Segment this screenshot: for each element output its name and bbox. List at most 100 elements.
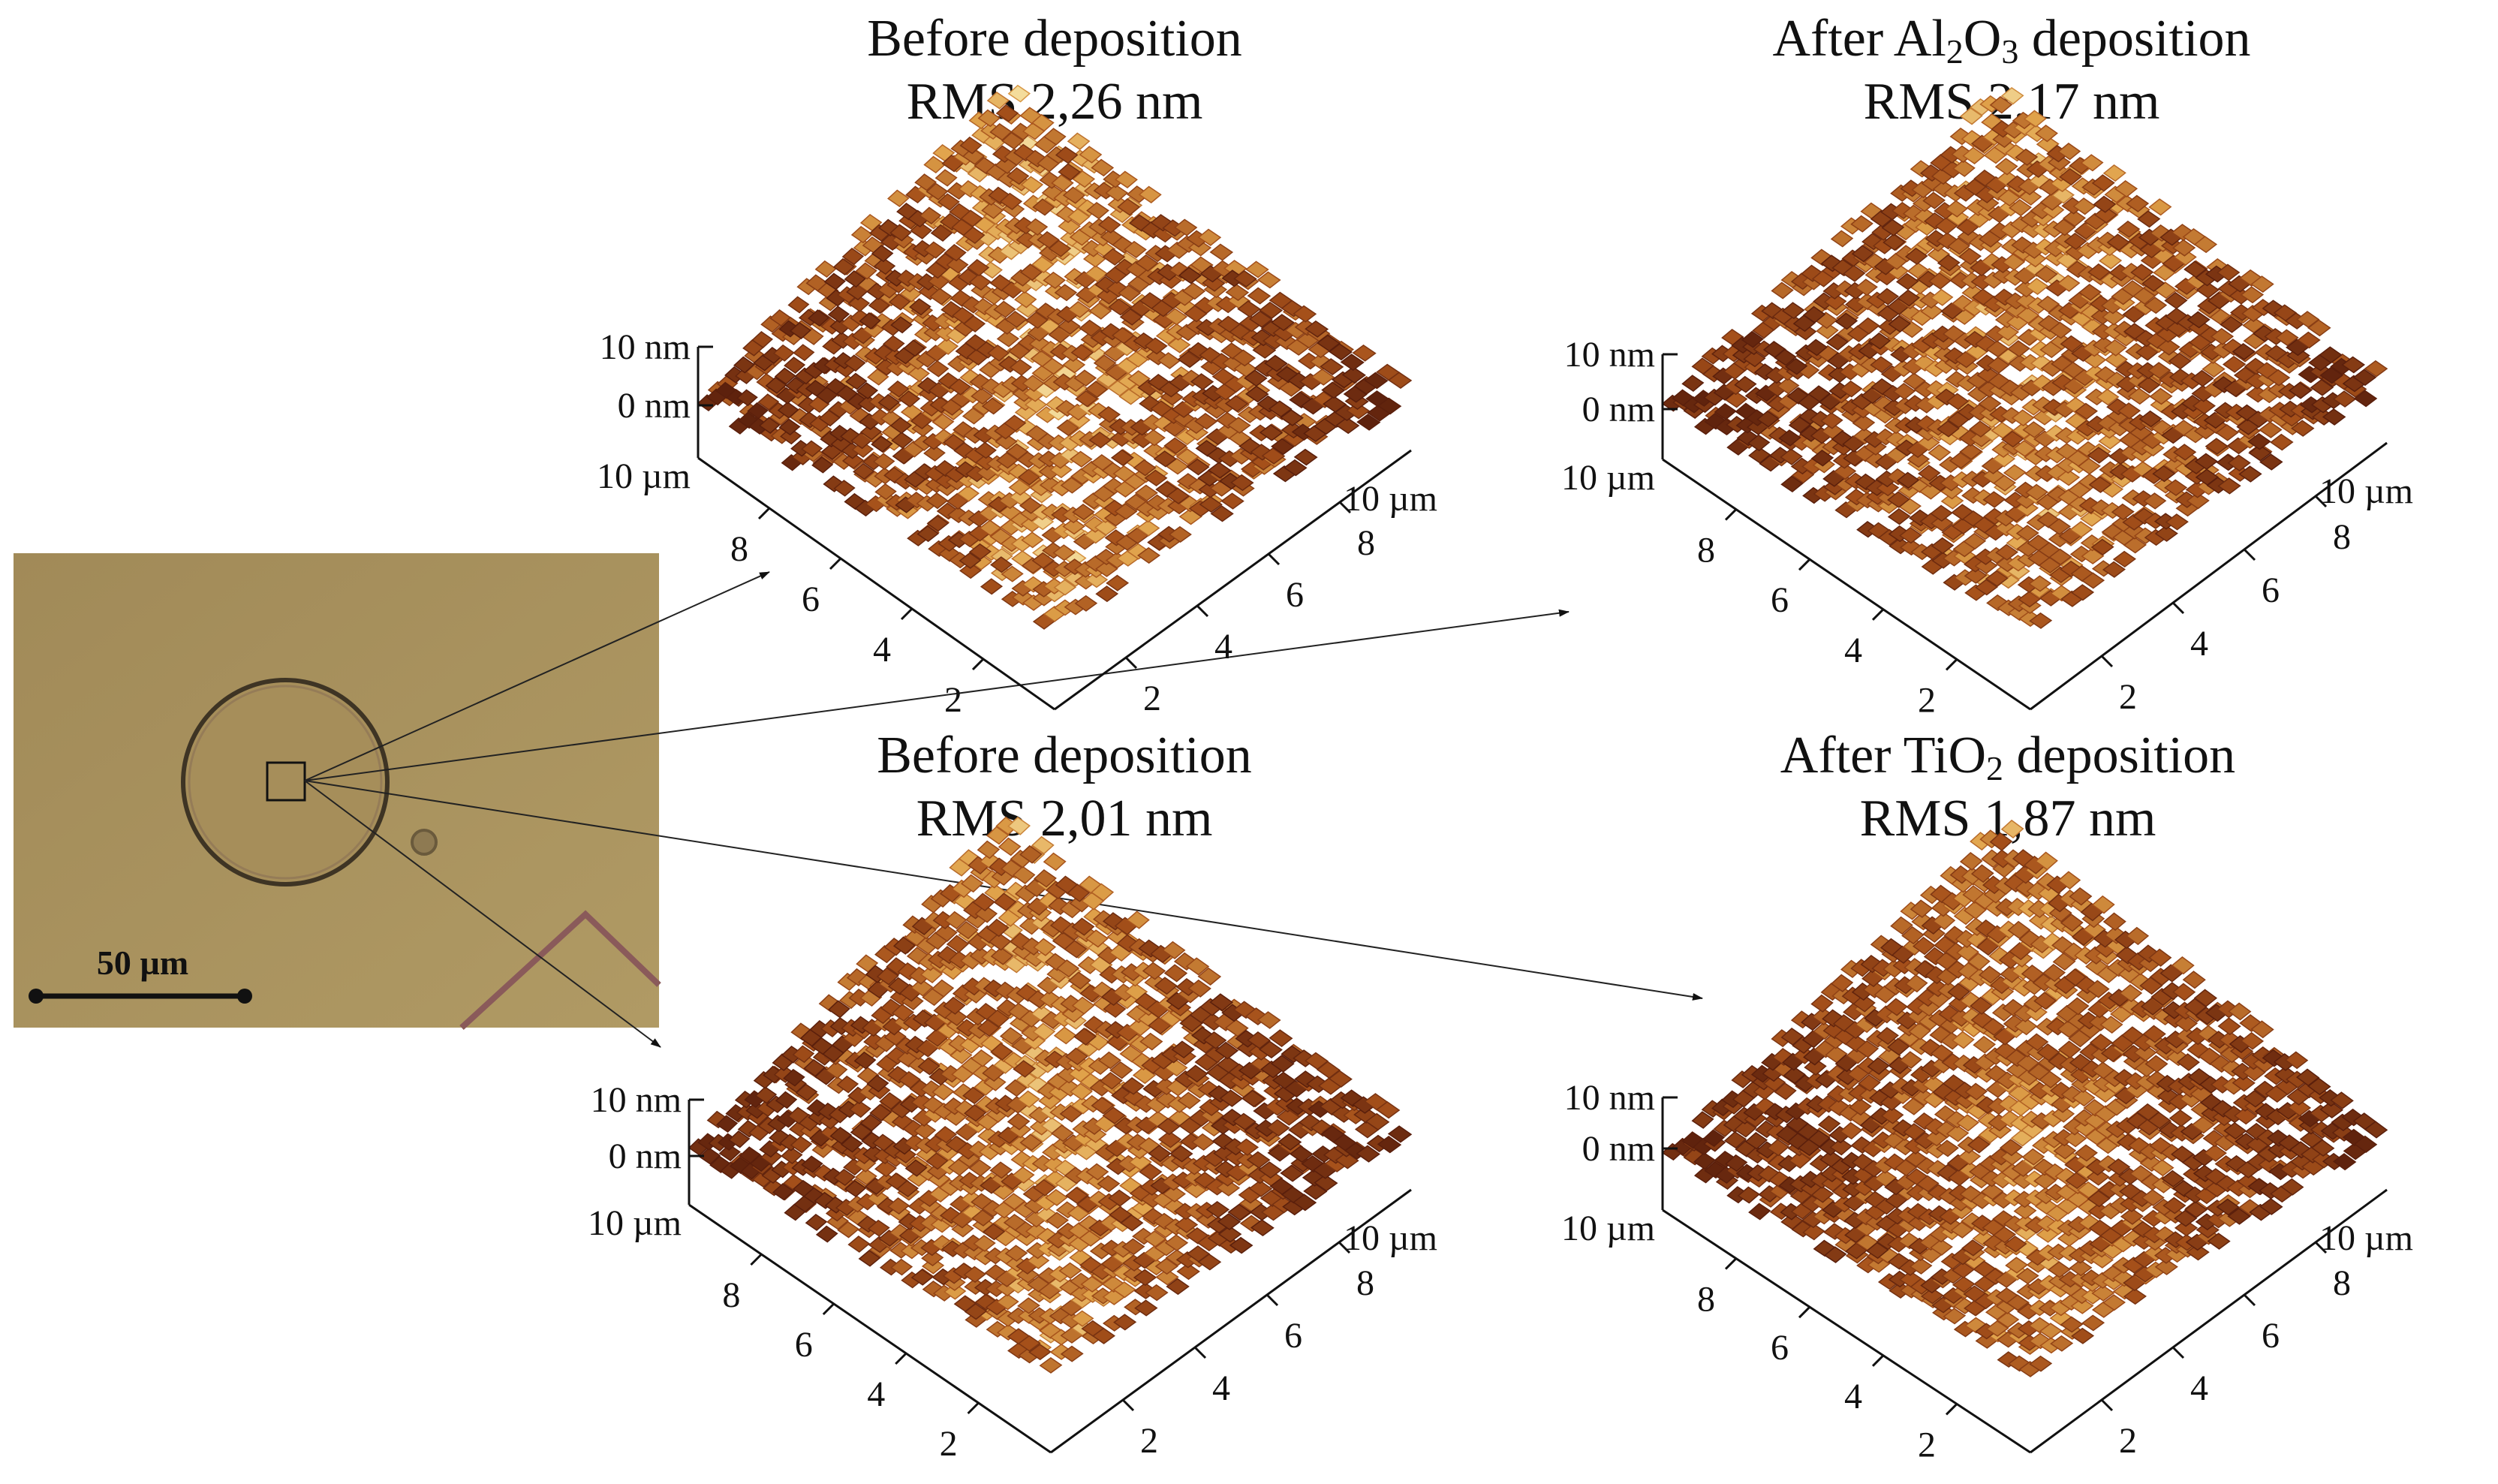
afm-tick-left-4-8: 8 [1697,1280,1715,1320]
micrograph-circular-pad [181,678,390,886]
panel-3-rms: RMS 2,01 nm [916,790,1213,847]
afm-right-edge-label-1: 10 µm [1344,479,1437,519]
afm-tick-left-1-2: 2 [944,680,962,720]
afm-axes-3 [688,1098,1412,1454]
panel-4-title-prefix: After TiO [1780,727,1987,784]
afm-tick-right-4-6: 6 [2262,1316,2280,1356]
afm-tick-left-3-2: 2 [940,1424,958,1464]
afm-z-zero-label-4: 0 nm [1582,1129,1655,1169]
afm-tick-right-3-4: 4 [1212,1368,1230,1408]
afm-tick-right-2-6: 6 [2262,570,2280,610]
afm-axes-2 [1661,353,2388,711]
scale-bar-label: 50 µm [97,944,188,982]
afm-tick-right-2-8: 8 [2333,517,2351,557]
afm-axis-right-4 [2030,1188,2388,1454]
panel-3-title-text: Before deposition [877,727,1252,784]
arrow-to-panel-1 [304,571,770,781]
afm-tick-right-1-2: 2 [1143,679,1161,718]
panel-2-title-prefix: After Al [1772,10,1946,68]
afm-axis-right-3 [1050,1188,1412,1454]
afm-tick-right-4-8: 8 [2333,1263,2351,1303]
afm-right-edge-label-3: 10 µm [1344,1218,1437,1258]
panel-4-title-suffix: deposition [2003,727,2236,784]
panel-2-title-mid: O [1963,10,2002,68]
arrow-to-panel-4 [304,780,1703,1001]
panel-4-title-text: After TiO2 deposition [1633,724,2383,787]
afm-panel-4: 10 nm 0 nm 10 µm 10 µm 8 6 4 2 2 4 6 8 [1561,819,2413,1464]
afm-axes-1 [697,345,1412,711]
panel-2-title-sub1: 2 [1946,32,1964,71]
panel-3-title: Before deposition RMS 2,01 nm [689,724,1440,850]
panel-4-title: After TiO2 deposition RMS 1,87 nm [1633,724,2383,850]
afm-tick-right-2-2: 2 [2119,677,2137,717]
afm-tick-left-4-2: 2 [1918,1425,1936,1464]
afm-panel-3: 10 nm 0 nm 10 µm 10 µm 8 6 4 2 2 4 6 8 [588,816,1437,1464]
afm-left-edge-label-1: 10 µm [597,456,691,496]
afm-tick-left-2-4: 4 [1844,631,1862,670]
afm-z-top-label-4: 10 nm [1564,1078,1655,1118]
afm-axis-left-3 [688,1203,1052,1454]
afm-tick-left-2-6: 6 [1771,580,1789,620]
afm-tick-right-1-6: 6 [1286,575,1304,615]
afm-z-top-label-3: 10 nm [591,1080,682,1120]
afm-left-edge-label-2: 10 µm [1561,458,1655,498]
afm-tick-left-1-4: 4 [873,630,891,670]
micrograph: 50 µm [14,553,661,1030]
afm-tick-right-1-8: 8 [1357,523,1375,563]
afm-tick-left-3-8: 8 [722,1275,740,1315]
afm-panel-2: 10 nm 0 nm 10 µm 10 µm 8 6 4 2 2 4 6 8 [1561,86,2413,720]
afm-tick-right-1-4: 4 [1214,627,1232,667]
afm-tick-right-3-2: 2 [1140,1421,1158,1461]
panel-1-title-text: Before deposition [867,10,1242,68]
afm-right-edge-label-4: 10 µm [2319,1218,2413,1258]
micrograph-particle [411,829,438,856]
afm-tick-left-3-6: 6 [795,1325,813,1365]
afm-tick-left-1-6: 6 [802,579,820,619]
afm-surface-1 [697,84,1413,630]
panel-1-rms: RMS 2,26 nm [906,73,1203,131]
micrograph-edge-feature [459,910,661,1030]
arrow-to-panel-2 [304,609,1570,781]
afm-tick-right-3-8: 8 [1356,1263,1374,1303]
afm-tick-right-2-4: 4 [2190,624,2208,664]
panel-1-title: Before deposition RMS 2,26 nm [679,8,1430,134]
panel-4-rms: RMS 1,87 nm [1859,790,2156,847]
afm-right-edge-label-2: 10 µm [2319,471,2413,511]
afm-tick-left-3-4: 4 [867,1374,885,1414]
afm-tick-left-1-8: 8 [730,529,748,569]
afm-tick-right-3-6: 6 [1284,1316,1302,1356]
afm-surface-2 [1661,86,2388,629]
afm-z-zero-label-1: 0 nm [618,386,691,426]
afm-left-edge-label-4: 10 µm [1561,1209,1655,1248]
afm-axis-right-1 [1054,449,1412,711]
afm-surface-4 [1661,819,2388,1377]
arrow-to-panel-3 [304,780,661,1048]
afm-tick-right-4-2: 2 [2119,1421,2137,1461]
afm-left-edge-label-3: 10 µm [588,1203,682,1243]
afm-z-zero-label-3: 0 nm [609,1136,682,1176]
afm-axes-4 [1661,1096,2388,1454]
connector-arrows [304,571,1703,1048]
panel-2-title-text: After Al2O3 deposition [1636,8,2387,71]
panel-2-title: After Al2O3 deposition RMS 2,17 nm [1636,8,2387,134]
afm-axis-left-1 [697,456,1055,711]
afm-z-top-label-1: 10 nm [600,327,691,367]
afm-tick-left-2-2: 2 [1918,680,1936,720]
afm-z-top-label-2: 10 nm [1564,335,1655,375]
afm-axis-right-2 [2030,441,2388,711]
panel-4-title-sub1: 2 [1986,749,2004,787]
panel-2-title-sub2: 3 [2001,32,2019,71]
afm-tick-right-4-4: 4 [2190,1368,2208,1408]
afm-z-zero-label-2: 0 nm [1582,390,1655,429]
afm-tick-left-2-8: 8 [1697,531,1715,570]
afm-tick-left-4-4: 4 [1844,1377,1862,1416]
panel-2-title-suffix: deposition [2018,10,2251,68]
afm-axis-left-2 [1662,458,2031,711]
afm-surface-3 [688,816,1413,1374]
afm-axis-left-4 [1662,1209,2031,1454]
afm-tick-left-4-6: 6 [1771,1328,1789,1368]
